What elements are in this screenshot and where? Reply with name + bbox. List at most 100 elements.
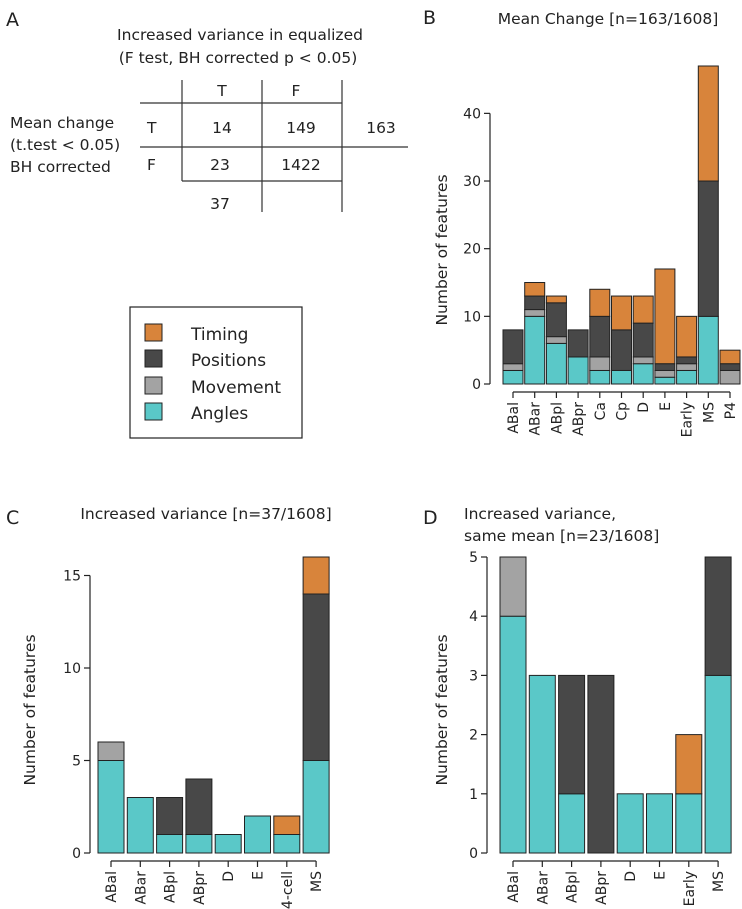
bar-segment-early-timing xyxy=(675,734,703,795)
bar-segment-early-positions xyxy=(676,356,698,365)
row-header-f: F xyxy=(147,156,156,174)
bar-segment-abar-angles xyxy=(524,315,546,385)
bar-segment-ms-positions xyxy=(704,556,732,676)
bar-segment-abar-movement xyxy=(524,309,546,317)
x-tick-label-abal: ABal xyxy=(104,871,120,903)
bar-segment-d-movement xyxy=(632,356,654,365)
bar-segment-early-timing xyxy=(676,315,698,358)
x-tick-label-abar: ABar xyxy=(528,402,544,436)
panel-b-letter: B xyxy=(423,7,436,29)
panel-d-plot: 0 1 2 3 4 5 ABal ABar ABpl ABpr D E Early MS xyxy=(469,550,732,906)
x-tick-label-abal: ABal xyxy=(506,402,522,434)
bar-segment-abpr-positions xyxy=(185,778,213,835)
panel-d-letter: D xyxy=(423,507,438,529)
panel-a-letter: A xyxy=(6,9,19,31)
bar-segment-cp-angles xyxy=(611,369,632,385)
row-label-line3: BH corrected xyxy=(10,158,111,176)
x-tick-label-ms: MS xyxy=(309,871,325,892)
x-tick-label-d: D xyxy=(623,871,639,882)
cell-tf: 149 xyxy=(286,119,316,137)
bar-segment-abpl-positions xyxy=(558,674,586,795)
x-tick-label-early: Early xyxy=(680,402,696,437)
panel-c-plot: 0 5 10 15 ABal ABar ABpl ABpr D E 4-cell MS xyxy=(63,556,330,909)
panel-b-title: Mean Change [n=163/1608] xyxy=(498,10,719,28)
bar-segment-ms-timing xyxy=(302,556,330,595)
bar-segment-abpr-angles xyxy=(185,834,213,854)
bar-segment-cp-timing xyxy=(611,295,632,331)
bar-segment-4-cell-timing xyxy=(273,815,301,835)
bar-segment-abar-angles xyxy=(126,797,154,854)
y-tick-label: 0 xyxy=(469,846,478,862)
panel-a: A Increased variance in equalized (F tes… xyxy=(6,9,408,213)
bar-segment-abpl-angles xyxy=(156,834,184,854)
bar-segment-d-angles xyxy=(214,834,242,854)
panel-d-title-line1: Increased variance, xyxy=(464,505,616,523)
x-tick-label-d: D xyxy=(636,402,652,413)
bar-segment-e-timing xyxy=(654,268,676,365)
panel-b-ylabel: Number of features xyxy=(433,174,451,325)
cell-ff: 1422 xyxy=(281,156,320,174)
bar-segment-ms-angles xyxy=(704,674,732,854)
y-tick-label: 10 xyxy=(463,309,481,325)
row-total-t: 163 xyxy=(366,119,396,137)
row-header-t: T xyxy=(146,119,157,137)
bar-segment-abal-positions xyxy=(502,329,524,365)
x-tick-label-abpl: ABpl xyxy=(549,402,565,434)
bar-segment-ms-timing xyxy=(697,65,719,182)
col-total-t: 37 xyxy=(210,195,230,213)
bar-segment-abal-angles xyxy=(502,369,524,385)
row-label-line1: Mean change xyxy=(10,114,114,132)
bar-segment-d-timing xyxy=(632,295,654,324)
legend-label-movement: Movement xyxy=(191,378,281,398)
panel-b-plot: 0 10 20 30 40 ABal ABar ABpl ABpr Ca Cp D E Early MS P4 xyxy=(463,65,741,437)
bar-segment-cp-positions xyxy=(611,329,632,371)
x-tick-label-early: Early xyxy=(682,871,698,906)
bar-segment-ms-positions xyxy=(302,593,330,761)
bar-segment-e-angles xyxy=(646,793,673,854)
bar-segment-abpr-angles xyxy=(567,356,589,385)
panel-c-ylabel: Number of features xyxy=(21,634,39,785)
bar-segment-abpl-angles xyxy=(545,342,567,385)
bar-segment-abpr-positions xyxy=(587,674,615,854)
bar-segment-4-cell-angles xyxy=(273,834,301,854)
bar-segment-d-positions xyxy=(632,322,654,358)
y-tick-label: 1 xyxy=(469,787,478,803)
bar-segment-abpl-movement xyxy=(545,336,567,344)
x-tick-label-abal: ABal xyxy=(506,871,522,903)
x-tick-label-p4: P4 xyxy=(723,402,739,419)
bar-segment-e-movement xyxy=(654,369,676,378)
y-tick-label: 0 xyxy=(72,846,81,862)
bar-segment-abpl-positions xyxy=(156,797,184,835)
row-label-line2: (t.test < 0.05) xyxy=(10,136,120,154)
bar-segment-ms-positions xyxy=(697,180,719,317)
cell-tt: 14 xyxy=(212,119,232,137)
bar-segment-ca-timing xyxy=(589,288,611,317)
bar-segment-abpr-positions xyxy=(567,329,589,358)
bar-segment-p4-timing xyxy=(719,349,741,365)
bar-segment-ca-movement xyxy=(589,356,611,371)
bar-segment-abal-movement xyxy=(97,741,125,761)
x-tick-label-abpr: ABpr xyxy=(594,871,610,905)
x-tick-label-cp: Cp xyxy=(615,402,631,421)
x-tick-label-ms: MS xyxy=(711,871,727,892)
x-tick-label-abar: ABar xyxy=(133,871,149,905)
legend-label-positions: Positions xyxy=(191,351,266,371)
y-tick-label: 40 xyxy=(463,106,481,122)
legend-box xyxy=(129,306,303,439)
legend: Timing Positions Movement Angles xyxy=(129,306,303,439)
y-tick-label: 15 xyxy=(63,569,81,585)
bar-segment-abar-timing xyxy=(524,282,546,297)
panel-c-title: Increased variance [n=37/1608] xyxy=(80,505,331,523)
y-tick-label: 5 xyxy=(72,754,81,770)
y-tick-label: 30 xyxy=(463,174,481,190)
y-tick-label: 20 xyxy=(463,242,481,258)
x-tick-label-abar: ABar xyxy=(535,871,551,905)
bar-segment-abpl-angles xyxy=(558,793,586,854)
x-tick-label-abpr: ABpr xyxy=(571,402,587,436)
y-tick-label: 3 xyxy=(469,668,478,684)
panel-d-title-line2: same mean [n=23/1608] xyxy=(464,527,659,545)
bar-segment-abal-angles xyxy=(97,760,125,854)
x-tick-label-e: E xyxy=(251,871,267,880)
bar-segment-ms-angles xyxy=(302,760,330,854)
